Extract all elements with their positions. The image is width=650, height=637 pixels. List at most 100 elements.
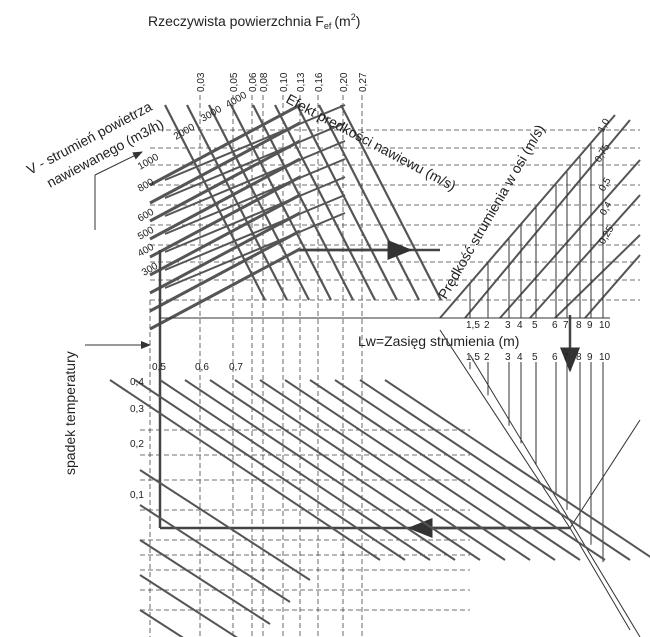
- throw-tick: 10: [599, 352, 611, 363]
- flow-tick: 600: [136, 207, 156, 225]
- speed-tick: 0,25: [597, 224, 616, 247]
- temp-left-tick: 0,2: [130, 439, 144, 450]
- area-tick: 0,10: [279, 72, 290, 92]
- line: [359, 379, 631, 561]
- line: [139, 469, 311, 581]
- line: [164, 104, 346, 181]
- line: [529, 194, 641, 319]
- line: [296, 104, 398, 301]
- line: [139, 574, 238, 637]
- line: [164, 122, 346, 199]
- throw-tick: 4: [517, 352, 523, 363]
- line: [186, 104, 288, 301]
- area-tick: 0,13: [296, 72, 307, 92]
- area-tick: 0,03: [196, 72, 207, 92]
- line: [584, 254, 641, 319]
- line: [384, 379, 650, 558]
- line: [149, 193, 301, 277]
- throw-tick: 10: [599, 320, 611, 331]
- throw-tick: 8: [576, 320, 582, 331]
- title-unit-close: ): [356, 13, 361, 29]
- line: [259, 379, 531, 561]
- title-text: Rzeczywista powierzchnia F: [148, 13, 324, 29]
- line: [184, 379, 456, 561]
- temperature-label: spadek temperatury: [62, 351, 78, 475]
- throw-tick: 9: [587, 320, 593, 331]
- line: [149, 157, 301, 241]
- line: [94, 151, 143, 176]
- flow-tick: 800: [136, 177, 156, 195]
- flow-tick: 1000: [136, 152, 161, 173]
- line: [149, 229, 301, 313]
- line: [234, 379, 506, 561]
- temp-top-tick: 0,7: [229, 362, 243, 373]
- throw-tick: 8: [576, 352, 582, 363]
- area-tick: 0,05: [229, 72, 240, 92]
- line: [318, 104, 420, 301]
- throw-tick: 9: [587, 352, 593, 363]
- effect-label: Efekt prędkości nawiewu (m/s): [284, 91, 459, 194]
- throw-tick: 3: [505, 320, 511, 331]
- line: [569, 527, 631, 631]
- temp-top-tick: 0,6: [195, 362, 209, 373]
- throw-tick: 5: [532, 320, 538, 331]
- line: [164, 104, 266, 301]
- line: [252, 104, 354, 301]
- line: [149, 247, 301, 331]
- line: [309, 379, 581, 561]
- throw-label: Lw=Zasięg strumienia (m): [358, 333, 519, 349]
- line: [284, 379, 556, 561]
- line: [164, 176, 346, 253]
- flow-tick: 3000: [199, 104, 224, 125]
- title-sup: 2: [351, 12, 356, 22]
- speed-tick: 0,5: [597, 176, 614, 194]
- line: [134, 379, 406, 561]
- line: [164, 158, 346, 235]
- line: [149, 103, 301, 187]
- lines: [85, 95, 650, 637]
- line: [208, 104, 310, 301]
- throw-tick: 2: [484, 352, 490, 363]
- flow-tick: 500: [136, 225, 156, 243]
- line: [340, 104, 442, 301]
- line: [554, 234, 641, 319]
- line: [334, 379, 606, 561]
- line: [149, 211, 301, 295]
- throw-tick: 2: [484, 320, 490, 331]
- line: [164, 194, 346, 271]
- area-tick: 0,16: [314, 72, 325, 92]
- throw-tick: 6: [552, 352, 558, 363]
- throw-tick: 4: [517, 320, 523, 331]
- line: [139, 609, 184, 637]
- area-tick: 0,27: [358, 72, 369, 92]
- area-tick: 0,20: [339, 72, 350, 92]
- throw-tick: 7: [563, 352, 569, 363]
- throw-tick: 6: [552, 320, 558, 331]
- temp-left-tick: 0,4: [130, 377, 144, 388]
- title-unit: (m: [334, 13, 350, 29]
- temp-left-tick: 0,3: [130, 404, 144, 415]
- flow-tick: 4000: [224, 90, 249, 111]
- line: [164, 212, 346, 289]
- title-sub: ef: [324, 21, 332, 31]
- speed-tick: 0,4: [598, 200, 615, 218]
- temp-left-tick: 0,1: [130, 490, 144, 501]
- line: [469, 354, 641, 637]
- line: [209, 379, 481, 561]
- temp-top-tick: 0,5: [152, 362, 166, 373]
- area-tick: 0,06: [248, 72, 259, 92]
- line: [499, 159, 641, 319]
- line: [164, 140, 346, 217]
- line: [139, 504, 291, 603]
- line: [230, 104, 332, 301]
- flow-tick: 300: [140, 261, 160, 279]
- line: [149, 121, 301, 205]
- line: [439, 329, 571, 529]
- throw-tick: 7: [563, 320, 569, 331]
- line: [159, 379, 431, 561]
- throw-tick: 5: [532, 352, 538, 363]
- throw-tick: 3: [505, 352, 511, 363]
- line: [139, 539, 271, 625]
- area-tick: 0,08: [259, 72, 270, 92]
